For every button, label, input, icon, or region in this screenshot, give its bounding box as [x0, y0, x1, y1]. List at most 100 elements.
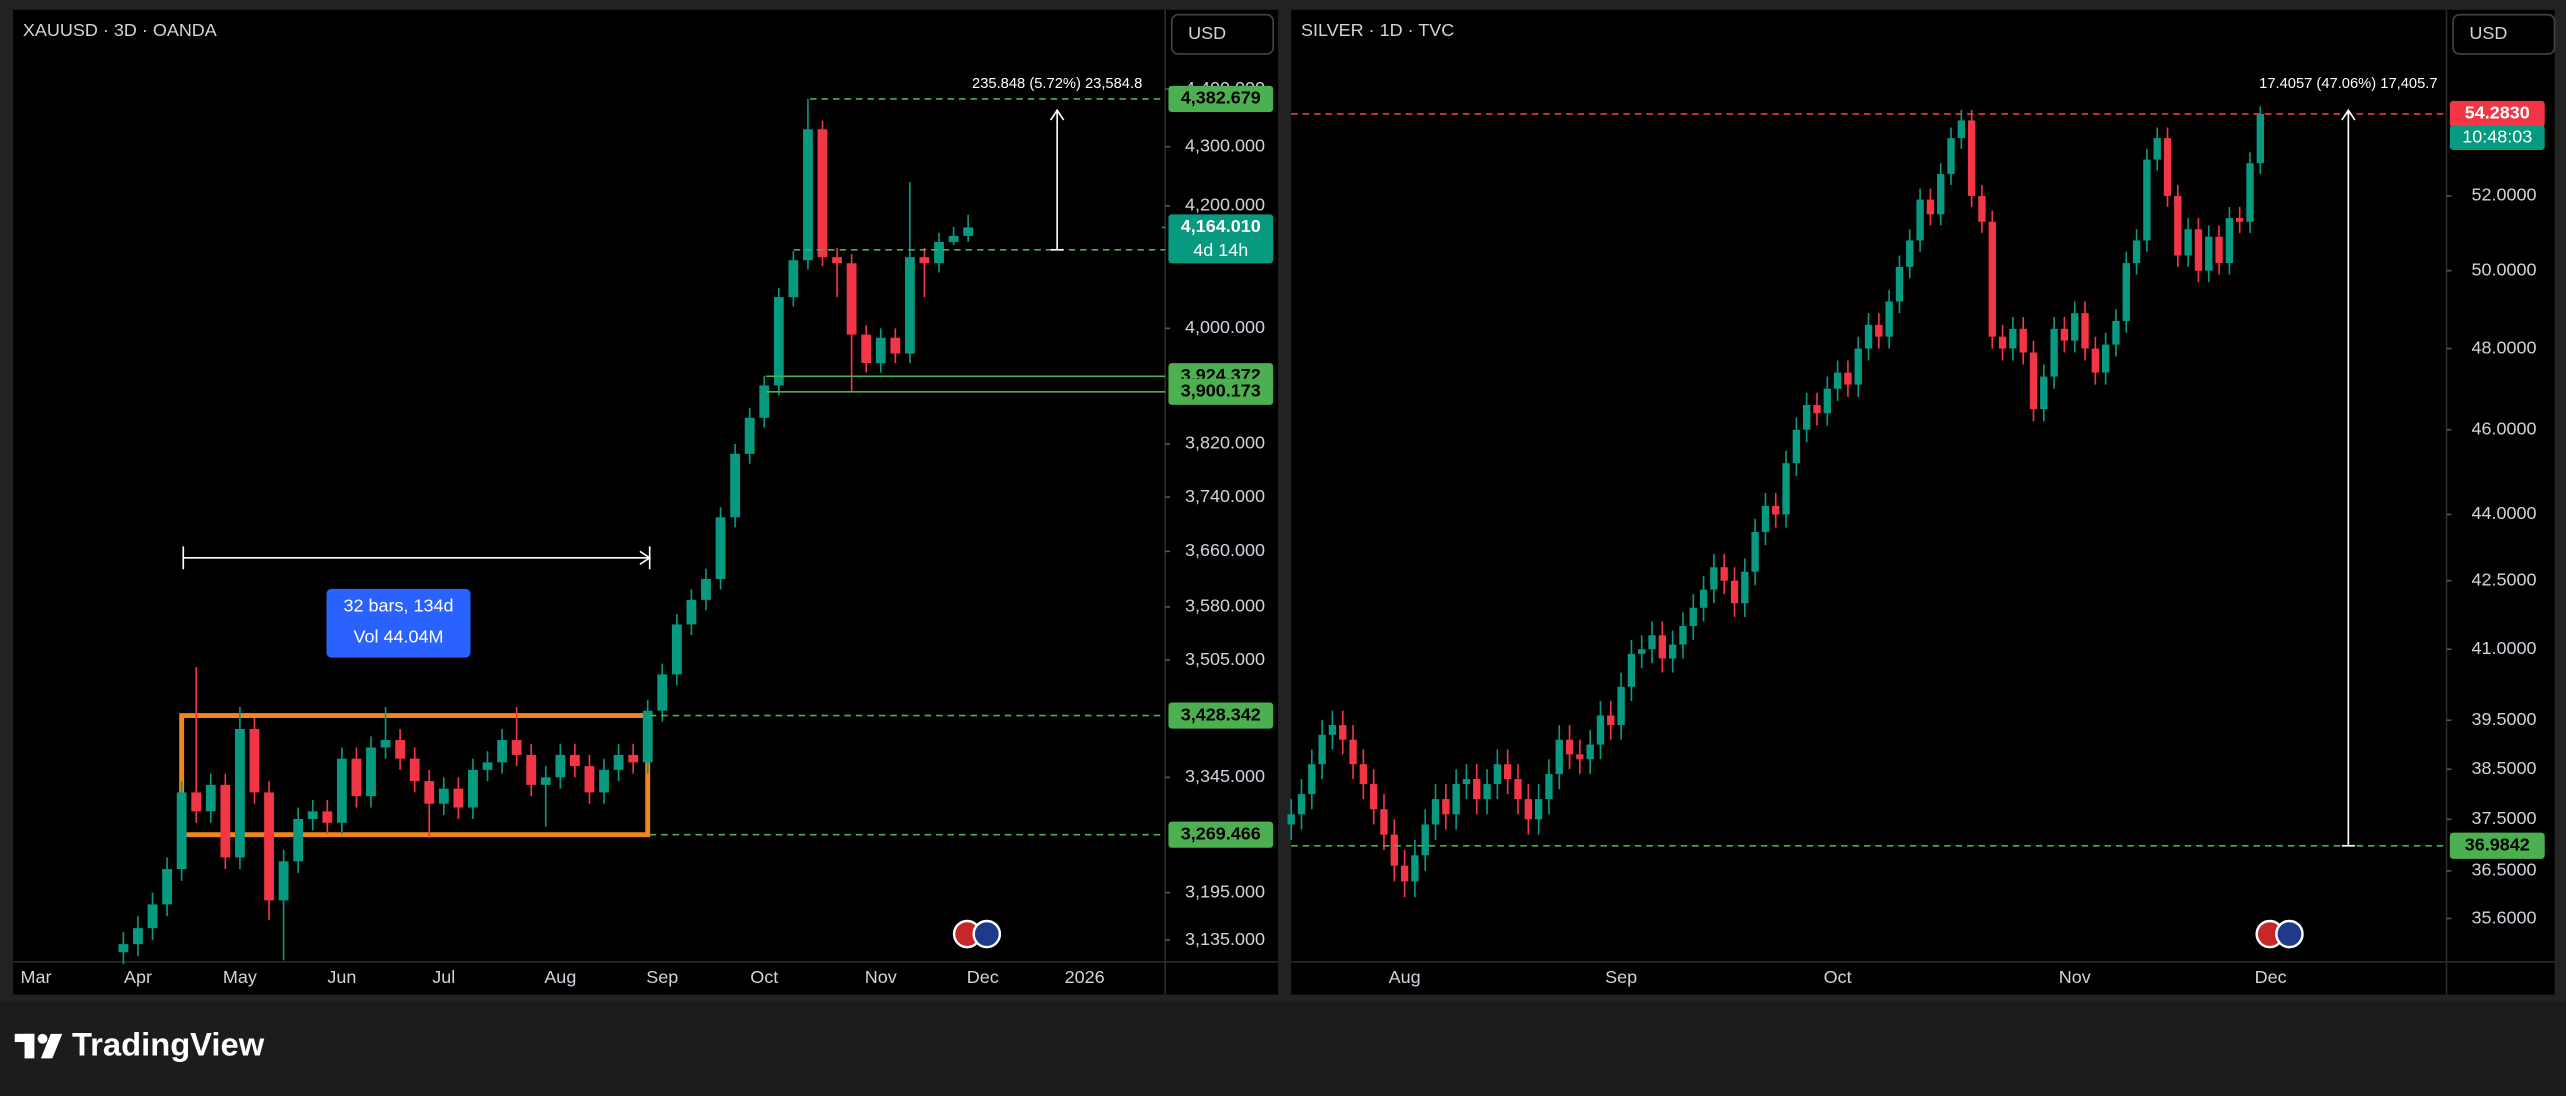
candle-body	[2205, 236, 2213, 271]
candle-body	[293, 818, 304, 862]
candle-body	[671, 624, 682, 675]
candle-body	[613, 754, 624, 770]
candle-body	[657, 674, 668, 711]
brand[interactable]: TradingView	[72, 1026, 265, 1063]
currency-label[interactable]: USD	[1188, 23, 1226, 43]
y-tick-label: 3,195.000	[1185, 881, 1265, 901]
candle-body	[1287, 814, 1295, 825]
candle-body	[1400, 865, 1409, 882]
last-price-label: 4,164.010	[1181, 216, 1261, 236]
x-tick-label: Aug	[544, 967, 576, 987]
x-tick-label: Sep	[646, 967, 678, 987]
candle-body	[482, 762, 493, 770]
candle-body	[2081, 313, 2089, 349]
candle-body	[1586, 744, 1594, 760]
price-label-box	[1168, 821, 1274, 848]
candle-body	[934, 241, 944, 264]
date-range-arrowhead	[639, 550, 652, 566]
candle-body	[2060, 328, 2069, 341]
candle-body	[1720, 567, 1728, 581]
candle-body	[1493, 764, 1502, 785]
range-box	[179, 713, 651, 838]
candle-body	[1947, 138, 1955, 175]
x-tick-label: Dec	[2255, 967, 2287, 987]
candle-body	[1689, 607, 1697, 627]
candle-body	[1565, 739, 1574, 755]
candle-body	[351, 758, 362, 797]
candle-body	[788, 260, 799, 298]
y-tick-label: 3,135.000	[1185, 929, 1265, 949]
candle-body	[1761, 505, 1770, 532]
currency-button[interactable]	[1170, 13, 1274, 55]
candle-body	[963, 227, 974, 236]
candle-body	[249, 729, 260, 793]
candle-body	[1534, 799, 1543, 820]
x-tick-label: Dec	[967, 967, 999, 987]
candle-body	[1607, 715, 1615, 726]
x-tick-label: Apr	[124, 967, 152, 987]
candle-body	[540, 777, 551, 785]
flag[interactable]	[972, 919, 1002, 949]
candle-body	[1751, 531, 1759, 572]
candle-body	[380, 740, 391, 748]
candle-body	[2040, 376, 2048, 410]
y-tick-label: 35.6000	[2472, 907, 2537, 927]
candle-body	[1308, 764, 1316, 795]
candle-body	[1380, 809, 1388, 835]
left-pane	[13, 9, 1279, 995]
candle-body	[890, 337, 901, 354]
candle-body	[526, 754, 537, 785]
price-label-box	[1168, 702, 1274, 729]
last-price-box	[1168, 214, 1274, 241]
candle-body	[1318, 734, 1326, 765]
candle-body	[1596, 715, 1605, 745]
candle-body	[2163, 138, 2172, 196]
candle-body	[511, 740, 522, 755]
price-label-box	[1168, 378, 1274, 405]
candle-body	[1802, 405, 1811, 430]
y-tick-label: 37.5000	[2472, 808, 2537, 828]
candle-body	[1648, 635, 1656, 650]
candle-body	[2132, 240, 2141, 264]
footer-bar	[0, 1001, 2566, 1096]
y-tick-label: 52.0000	[2472, 185, 2537, 205]
price-label: 36.9842	[2465, 835, 2530, 855]
date-range-volume: Vol 44.04M	[353, 627, 443, 647]
currency-button[interactable]	[2452, 13, 2556, 55]
flags-icon[interactable]	[952, 919, 2304, 949]
candle-body	[1813, 405, 1821, 414]
candle-body	[2122, 263, 2130, 321]
candle-body	[1792, 429, 1801, 464]
flag[interactable]	[2275, 919, 2304, 949]
candle-body	[2009, 328, 2017, 349]
candle-body	[1638, 649, 1646, 654]
candle-body	[948, 235, 959, 242]
candle-body	[1844, 372, 1852, 385]
candle-body	[1421, 824, 1429, 856]
candle-body	[191, 792, 202, 812]
candle-body	[759, 385, 770, 418]
y-tick-label: 3,580.000	[1185, 596, 1265, 616]
currency-label[interactable]: USD	[2469, 23, 2507, 43]
candle-body	[846, 263, 857, 335]
candle-body	[1504, 764, 1512, 780]
candle-body	[2184, 229, 2192, 256]
candle-body	[701, 578, 711, 600]
measure-arrowhead	[2341, 108, 2356, 121]
tradingview-logo[interactable]	[14, 1033, 63, 1059]
candle-body	[2029, 352, 2038, 410]
candle-body	[395, 740, 406, 759]
candle-body	[1957, 120, 1966, 139]
candle-body	[2101, 344, 2110, 373]
candle-body	[875, 337, 886, 364]
candle-body	[2143, 159, 2151, 241]
y-tick-label: 3,660.000	[1185, 540, 1265, 560]
candle-body	[1741, 571, 1749, 604]
candle-body	[366, 747, 376, 797]
price-label: 3,269.466	[1181, 823, 1261, 843]
candle-body	[336, 758, 347, 823]
y-tick-label: 42.5000	[2472, 569, 2537, 589]
candle-body	[2225, 218, 2234, 264]
measure-label: 17.4057 (47.06%) 17,405.7	[2259, 76, 2437, 92]
